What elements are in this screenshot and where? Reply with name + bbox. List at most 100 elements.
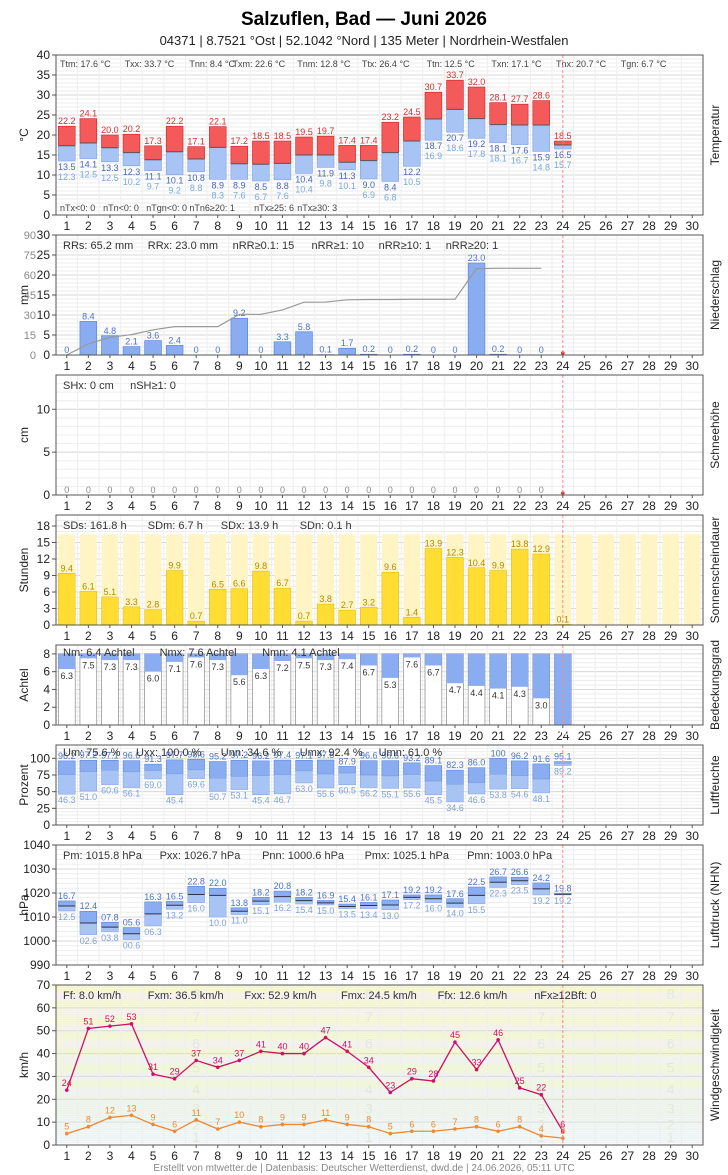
pressure-max-label: 16.5 (166, 891, 184, 901)
x-tick-label: 21 (491, 829, 505, 843)
x-tick-label: 16 (384, 219, 398, 233)
pressure-lower-bar (424, 898, 443, 903)
wind-label-mean: 5 (388, 1122, 393, 1132)
pressure-min-label: 13.4 (360, 910, 378, 920)
stat-label: nTgn<0: 0 (146, 203, 187, 213)
stat-label: Pm: 1015.8 hPa (63, 850, 143, 862)
precip-bar (295, 331, 313, 356)
tmax-bar (230, 145, 249, 165)
pressure-max-label: 22.0 (209, 878, 227, 888)
wind-point-gust (215, 1065, 220, 1070)
humidity-min-label: 60.5 (338, 786, 356, 796)
beaufort-level-label: 2 (537, 1116, 545, 1132)
x-tick-label: 26 (599, 499, 613, 513)
tmin-bar (381, 152, 399, 182)
cloud-clear-part (403, 653, 421, 658)
stat-label: SDn: 0.1 h (300, 520, 352, 532)
wind-point-mean (410, 1129, 414, 1134)
pressure-max-label: 22.8 (187, 876, 205, 886)
cloud-label: 7.3 (104, 662, 117, 672)
stat-label: SHx: 0 cm (63, 380, 114, 392)
precip-label: 0 (431, 345, 436, 355)
wind-label-gust: 28 (428, 1069, 438, 1079)
cloud-clear-part (144, 653, 162, 672)
wind-label-gust: 25 (515, 1076, 525, 1086)
tmin-bar (144, 159, 162, 171)
x-tick-label: 5 (150, 829, 157, 843)
y-tick-label: 10 (37, 308, 51, 322)
humidity-max-label: 82.3 (446, 760, 464, 770)
x-tick-label: 22 (513, 359, 527, 373)
humidity-upper-bar (79, 759, 98, 773)
precip-bar (79, 321, 98, 356)
y-tick-label: 15 (37, 288, 51, 302)
beaufort-level-label: 4 (537, 1081, 545, 1097)
humidity-max-label: 87.9 (338, 756, 356, 766)
tmax-label: 20.2 (123, 124, 141, 134)
stat-label: nRR≥0.1: 15 (233, 240, 295, 252)
x-tick-label: 17 (405, 219, 419, 233)
x-tick-label: 3 (107, 629, 114, 643)
cloud-clear-part (123, 653, 140, 661)
cloud-label: 6.3 (61, 671, 74, 681)
humidity-min-label: 45.4 (166, 796, 184, 806)
tmin-label: 18.1 (489, 144, 507, 154)
x-tick-label: 28 (642, 359, 656, 373)
humidity-min-label: 45.5 (425, 796, 443, 806)
sun-bar (230, 588, 248, 626)
precip-bar (230, 317, 249, 356)
sun-possible-bar (338, 534, 356, 625)
x-tick-label: 13 (319, 969, 333, 983)
pressure-lower-bar (144, 913, 162, 927)
beaufort-level-label: 8 (192, 986, 200, 1002)
x-tick-label: 29 (664, 1149, 678, 1163)
x-tick-label: 8 (214, 829, 221, 843)
x-tick-label: 15 (362, 829, 376, 843)
beaufort-level-label: 1 (365, 1129, 373, 1145)
tmax-label: 20.0 (101, 125, 119, 135)
pressure-upper-bar (144, 901, 162, 915)
humidity-min-label: 54.6 (511, 790, 529, 800)
sun-possible-bar (295, 534, 313, 625)
x-tick-label: 19 (448, 829, 462, 843)
humidity-min-label: 50.7 (209, 792, 227, 802)
x-tick-label: 12 (297, 829, 311, 843)
x-tick-label: 23 (535, 829, 549, 843)
x-tick-label: 16 (384, 499, 398, 513)
tmin-bar (230, 163, 249, 180)
humidity-lower-bar (58, 774, 76, 795)
y-tick-label: 9 (43, 569, 50, 583)
sun-bar (338, 609, 356, 626)
pressure-max-label: 16.7 (58, 891, 76, 901)
pressure-min-label: 16.2 (274, 903, 292, 913)
tmin-label: 8.8 (276, 181, 289, 191)
beaufort-level-label: 5 (537, 1059, 545, 1075)
pressure-lower-bar (511, 880, 529, 885)
x-tick-label: 22 (513, 729, 527, 743)
tmax-bar (187, 146, 205, 160)
precip-label: 8.4 (82, 311, 95, 321)
wind-label-gust: 22 (536, 1083, 546, 1093)
x-tick-label: 20 (470, 219, 484, 233)
pressure-upper-bar (230, 907, 248, 912)
wind-point-gust (410, 1076, 414, 1081)
pressure-max-label: 13.8 (231, 898, 249, 908)
x-tick-label: 8 (214, 969, 221, 983)
cloud-label: 5.3 (384, 680, 397, 690)
wind-label-gust: 37 (234, 1048, 244, 1058)
x-tick-label: 5 (150, 499, 157, 513)
sun-possible-bar (360, 534, 378, 625)
humidity-upper-bar (144, 763, 162, 771)
plot-frame (55, 54, 704, 216)
x-tick-label: 10 (254, 219, 268, 233)
y-axis-label: °C (17, 128, 31, 142)
beaufort-level-label: 4 (365, 1081, 373, 1097)
x-tick-label: 26 (599, 1149, 613, 1163)
pressure-min-label: 12.5 (58, 912, 76, 922)
tmin-label: 12.2 (403, 167, 421, 177)
humidity-lower-bar (316, 773, 335, 789)
beaufort-level-label: 3 (365, 1100, 373, 1116)
x-tick-label: 12 (297, 969, 311, 983)
tmax-label: 30.7 (425, 82, 443, 92)
x-tick-label: 30 (686, 1149, 700, 1163)
